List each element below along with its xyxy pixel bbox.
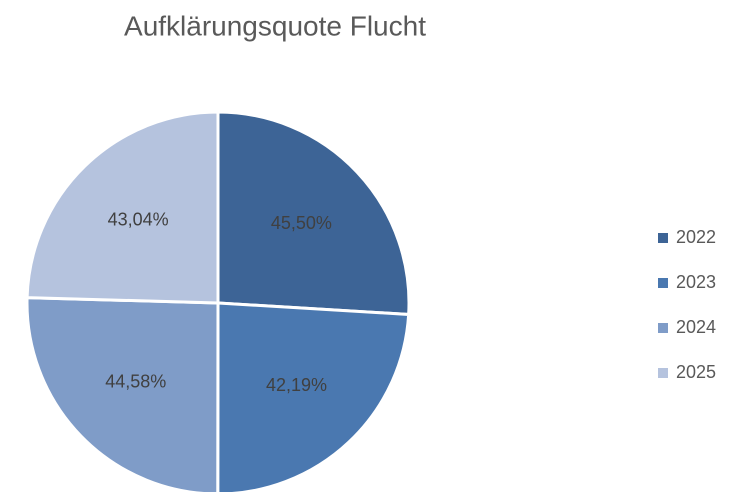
data-label: 45,50% bbox=[271, 213, 332, 233]
legend-label: 2024 bbox=[676, 317, 716, 337]
pie-slice bbox=[25, 296, 220, 492]
pie-slice bbox=[25, 110, 220, 305]
legend-label: 2022 bbox=[676, 227, 716, 247]
pie-slice bbox=[216, 110, 411, 317]
legend-label: 2025 bbox=[676, 362, 716, 382]
pie-slice bbox=[216, 301, 411, 492]
data-label: 44,58% bbox=[105, 372, 166, 392]
legend-swatch bbox=[658, 233, 668, 243]
legend-swatch bbox=[658, 278, 668, 288]
legend-swatch bbox=[658, 323, 668, 333]
data-label: 42,19% bbox=[266, 375, 327, 395]
data-label: 43,04% bbox=[108, 210, 169, 230]
legend-swatch bbox=[658, 368, 668, 378]
chart-title: Aufklärungsquote Flucht bbox=[124, 10, 426, 41]
legend-label: 2023 bbox=[676, 272, 716, 292]
